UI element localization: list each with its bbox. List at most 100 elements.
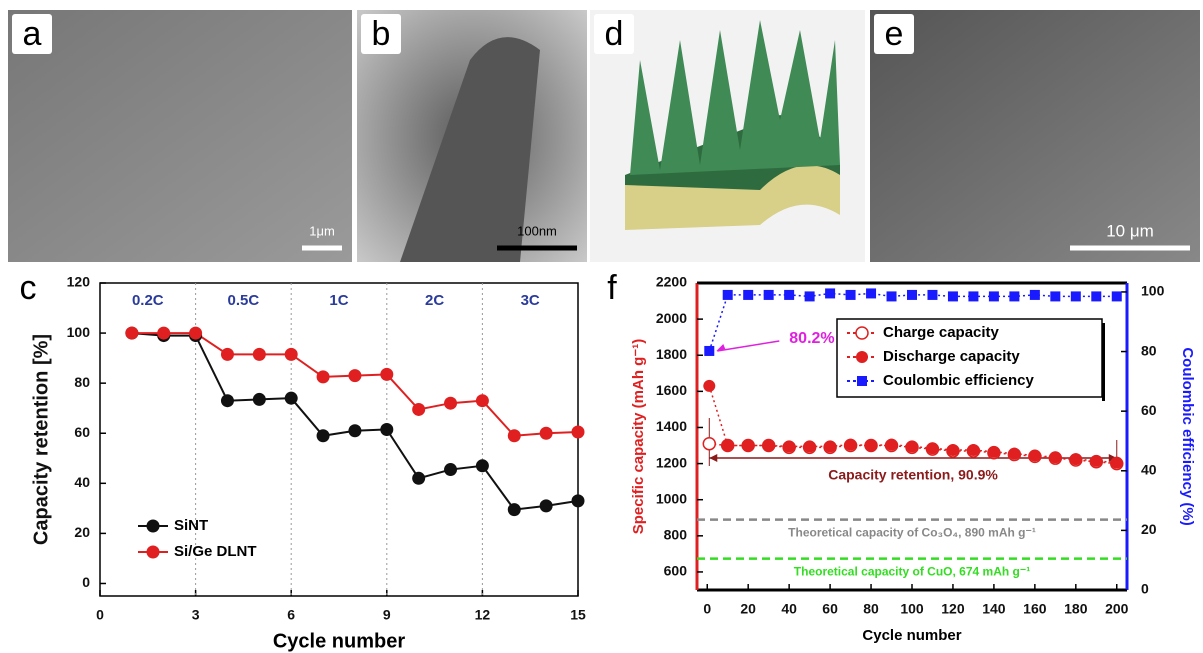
plot-frame — [100, 283, 578, 596]
y-tick-label: 60 — [74, 424, 90, 440]
data-point — [805, 291, 815, 301]
data-point — [906, 440, 918, 452]
scale-bar-label: 10 μm — [1106, 221, 1154, 240]
y2-tick-label: 40 — [1141, 461, 1157, 477]
data-point — [846, 290, 856, 300]
data-label: 80.2% — [789, 330, 834, 347]
data-point — [317, 429, 330, 442]
image-a — [8, 10, 352, 262]
series-line — [132, 333, 578, 436]
data-point — [824, 440, 836, 452]
rate-label: 0.2C — [132, 292, 164, 309]
x-tick-label: 9 — [383, 607, 391, 623]
y-tick-label: 1200 — [656, 454, 687, 470]
data-point — [380, 368, 393, 381]
series-line — [132, 333, 578, 510]
data-point — [1008, 448, 1020, 460]
data-point — [508, 503, 521, 516]
y2-tick-label: 0 — [1141, 581, 1149, 597]
rate-label: 2C — [425, 292, 444, 309]
data-point — [1070, 453, 1082, 465]
data-point — [866, 288, 876, 298]
panel-label: d — [605, 15, 624, 53]
data-point — [947, 444, 959, 456]
data-point — [865, 440, 877, 452]
panel-label: a — [23, 15, 42, 53]
data-point — [508, 429, 521, 442]
data-point — [348, 369, 361, 382]
data-point — [703, 380, 715, 392]
panel-label: e — [885, 15, 904, 53]
data-point — [317, 370, 330, 383]
x-tick-label: 180 — [1064, 601, 1088, 617]
data-point — [703, 438, 715, 450]
x-tick-label: 140 — [982, 601, 1006, 617]
data-point — [221, 394, 234, 407]
data-point — [444, 463, 457, 476]
x-tick-label: 60 — [822, 601, 838, 617]
legend-label: Si/Ge DLNT — [174, 543, 257, 560]
y-tick-label: 1000 — [656, 490, 687, 506]
figure: a1μmb100nmde10 μmc0369121502040608010012… — [0, 0, 1203, 653]
data-point — [723, 290, 733, 300]
data-point — [412, 403, 425, 416]
data-point — [1090, 455, 1102, 467]
y2-tick-label: 80 — [1141, 342, 1157, 358]
data-point — [285, 392, 298, 405]
data-point — [804, 440, 816, 452]
data-point — [1009, 291, 1019, 301]
x-axis-label: Cycle number — [273, 630, 405, 652]
x-tick-label: 0 — [703, 601, 711, 617]
data-point — [1111, 457, 1123, 469]
legend-label: Coulombic efficiency — [883, 372, 1035, 389]
x-tick-label: 40 — [781, 601, 797, 617]
y-axis-label: Capacity retention [%] — [30, 334, 52, 545]
x-axis-label: Cycle number — [862, 627, 961, 644]
data-point — [704, 346, 714, 356]
legend-shadow — [1102, 323, 1105, 401]
y-tick-label: 2200 — [656, 274, 687, 290]
y-tick-label: 120 — [67, 274, 91, 290]
y-tick-label: 1400 — [656, 418, 687, 434]
scale-bar-label: 1μm — [309, 223, 335, 238]
y-tick-label: 100 — [67, 324, 91, 340]
data-point — [886, 439, 898, 451]
label-arrow — [717, 341, 779, 351]
legend-marker — [147, 546, 160, 559]
data-point — [444, 397, 457, 410]
data-point — [743, 290, 753, 300]
rate-label: 0.5C — [228, 292, 260, 309]
y-tick-label: 1800 — [656, 346, 687, 362]
y-tick-label: 800 — [664, 527, 688, 543]
legend-marker — [147, 520, 160, 533]
x-tick-label: 80 — [863, 601, 879, 617]
data-point — [926, 442, 938, 454]
data-point — [125, 327, 138, 340]
x-tick-label: 120 — [941, 601, 965, 617]
data-point — [722, 440, 734, 452]
data-point — [742, 440, 754, 452]
data-point — [907, 290, 917, 300]
x-tick-label: 15 — [570, 607, 586, 623]
data-point — [763, 440, 775, 452]
data-point — [476, 394, 489, 407]
data-point — [572, 494, 585, 507]
data-point — [1029, 449, 1041, 461]
data-point — [967, 444, 979, 456]
data-point — [845, 439, 857, 451]
x-tick-label: 0 — [96, 607, 104, 623]
data-point — [783, 440, 795, 452]
reference-label: Theoretical capacity of Co₃O₄, 890 mAh g… — [788, 526, 1036, 540]
data-point — [1049, 451, 1061, 463]
data-point — [540, 499, 553, 512]
panel-label: b — [372, 15, 391, 53]
legend-label: SiNT — [174, 517, 208, 534]
y-tick-label: 80 — [74, 374, 90, 390]
reference-label: Theoretical capacity of CuO, 674 mAh g⁻¹ — [794, 565, 1030, 579]
legend-marker — [856, 351, 868, 363]
y-tick-label: 0 — [82, 574, 90, 590]
legend-label: Charge capacity — [883, 324, 1000, 341]
x-tick-label: 6 — [287, 607, 295, 623]
panel-label: f — [607, 269, 617, 307]
legend-label: Discharge capacity — [883, 348, 1020, 365]
